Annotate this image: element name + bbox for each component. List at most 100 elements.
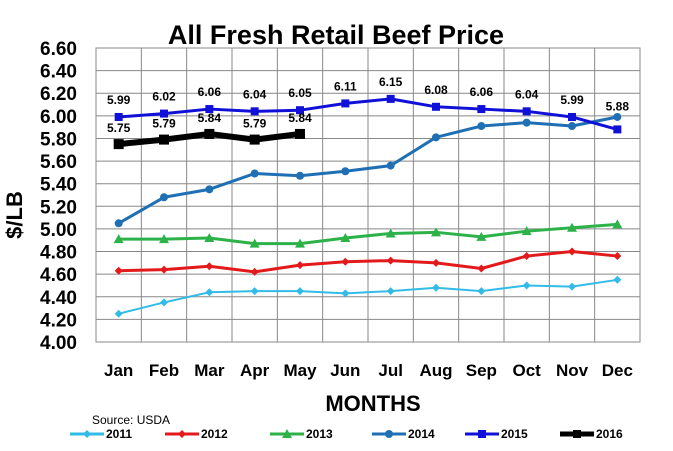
data-point-2012: [613, 252, 622, 261]
data-point-2015: [613, 125, 622, 134]
x-tick-label: May: [283, 361, 317, 380]
data-point-2016: [295, 128, 305, 139]
chart-title: All Fresh Retail Beef Price: [168, 20, 504, 50]
data-point-2015: [205, 105, 214, 114]
data-point-2014: [613, 112, 622, 121]
data-label-2015: 6.05: [288, 86, 312, 100]
y-tick-label: 6.40: [40, 62, 77, 83]
data-point-2011: [477, 287, 486, 296]
legend-swatch-marker: [178, 430, 186, 438]
data-point-2014: [386, 161, 395, 170]
data-point-2011: [386, 287, 395, 296]
data-point-2012: [568, 247, 576, 256]
y-axis-ticks: 4.004.204.404.604.805.005.205.405.605.80…: [40, 39, 77, 354]
y-tick-label: 5.20: [40, 197, 77, 218]
legend-swatch-marker: [282, 429, 292, 438]
source-note: Source: USDA: [92, 413, 170, 427]
series-2016: [113, 128, 305, 150]
data-point-2013: [113, 234, 124, 244]
data-point-2011: [114, 309, 123, 318]
series-line-2012: [118, 250, 618, 274]
data-point-2014: [432, 133, 440, 142]
data-point-2015: [432, 102, 440, 111]
data-label-2015: 6.06: [198, 85, 222, 99]
data-point-2012: [205, 262, 214, 271]
data-point-2013: [204, 232, 215, 242]
data-point-2015: [386, 94, 395, 103]
y-tick-label: 4.60: [40, 265, 77, 286]
data-point-2013: [340, 232, 351, 242]
data-point-2011: [432, 283, 440, 292]
series-layer: [113, 94, 623, 318]
legend-label: 2016: [596, 427, 623, 441]
series-2013: [113, 219, 623, 248]
data-label-2015: 6.08: [424, 83, 448, 97]
legend-swatch-marker: [478, 430, 486, 438]
series-2015: [114, 94, 622, 134]
x-tick-label: Apr: [240, 361, 270, 380]
data-label-2015: 6.11: [334, 79, 357, 93]
data-point-2013: [612, 219, 623, 229]
data-point-2015: [522, 107, 531, 116]
y-tick-label: 6.60: [40, 39, 77, 60]
y-tick-label: 4.80: [40, 243, 77, 264]
data-label-2015: 6.02: [152, 90, 176, 104]
data-point-2016: [204, 128, 215, 139]
data-point-2011: [296, 287, 304, 296]
data-label-2016: 5.84: [288, 111, 312, 125]
data-point-2011: [250, 287, 259, 296]
data-point-2012: [296, 261, 304, 270]
legend-label: 2015: [501, 427, 528, 441]
data-label-2016: 5.75: [107, 121, 131, 135]
series-2011: [114, 275, 622, 318]
data-point-2015: [477, 105, 486, 114]
data-point-2013: [431, 227, 441, 237]
legend-item-2013: 2013: [270, 427, 333, 441]
x-tick-label: Dec: [602, 361, 633, 380]
data-label-2016: 5.84: [198, 111, 222, 125]
legend-label: 2012: [201, 427, 228, 441]
data-point-2011: [205, 288, 214, 297]
x-tick-label: Jun: [330, 361, 360, 380]
x-tick-label: Aug: [419, 361, 452, 380]
x-tick-label: Mar: [194, 361, 225, 380]
series-line-2014: [117, 115, 618, 225]
x-tick-label: Oct: [512, 361, 541, 380]
legend-item-2016: 2016: [560, 427, 623, 441]
y-axis-label: $/LB: [2, 191, 27, 239]
data-point-2014: [522, 118, 531, 127]
data-point-2016: [249, 134, 260, 145]
data-label-2015: 6.04: [243, 87, 267, 101]
data-point-2012: [432, 258, 440, 267]
series-line-2011: [118, 278, 618, 315]
data-point-2016: [159, 134, 169, 145]
data-point-2015: [568, 112, 576, 121]
data-point-2012: [114, 266, 123, 275]
data-label-2015: 6.06: [470, 85, 494, 99]
data-point-2011: [522, 281, 531, 290]
x-tick-label: Feb: [149, 361, 179, 380]
data-point-2014: [114, 219, 123, 228]
legend-swatch-marker: [385, 430, 393, 438]
data-point-2014: [160, 193, 168, 202]
x-axis-ticks: Jan Feb Mar Apr May Jun Jul Aug Sep Oct Nov Dec: [104, 361, 633, 380]
legend-swatch-marker: [83, 430, 91, 438]
legend-item-2014: 2014: [372, 427, 435, 441]
x-axis-label: MONTHS: [325, 391, 420, 416]
data-point-2013: [521, 226, 532, 236]
data-point-2014: [205, 185, 214, 194]
y-tick-label: 4.40: [40, 288, 77, 309]
data-point-2011: [568, 282, 576, 291]
data-label-2015: 6.04: [515, 87, 539, 101]
series-2012: [114, 247, 622, 276]
data-point-2014: [250, 169, 259, 178]
data-label-2015: 6.15: [379, 75, 403, 89]
series-2014: [114, 112, 622, 228]
data-point-2014: [568, 122, 576, 131]
y-tick-label: 4.00: [40, 333, 77, 354]
data-label-2016: 5.79: [152, 117, 176, 131]
data-point-2015: [250, 107, 259, 116]
legend: 2011 2012 2013 2014 2015 2016: [70, 427, 623, 441]
legend-item-2012: 2012: [165, 427, 228, 441]
data-point-2012: [160, 265, 168, 274]
